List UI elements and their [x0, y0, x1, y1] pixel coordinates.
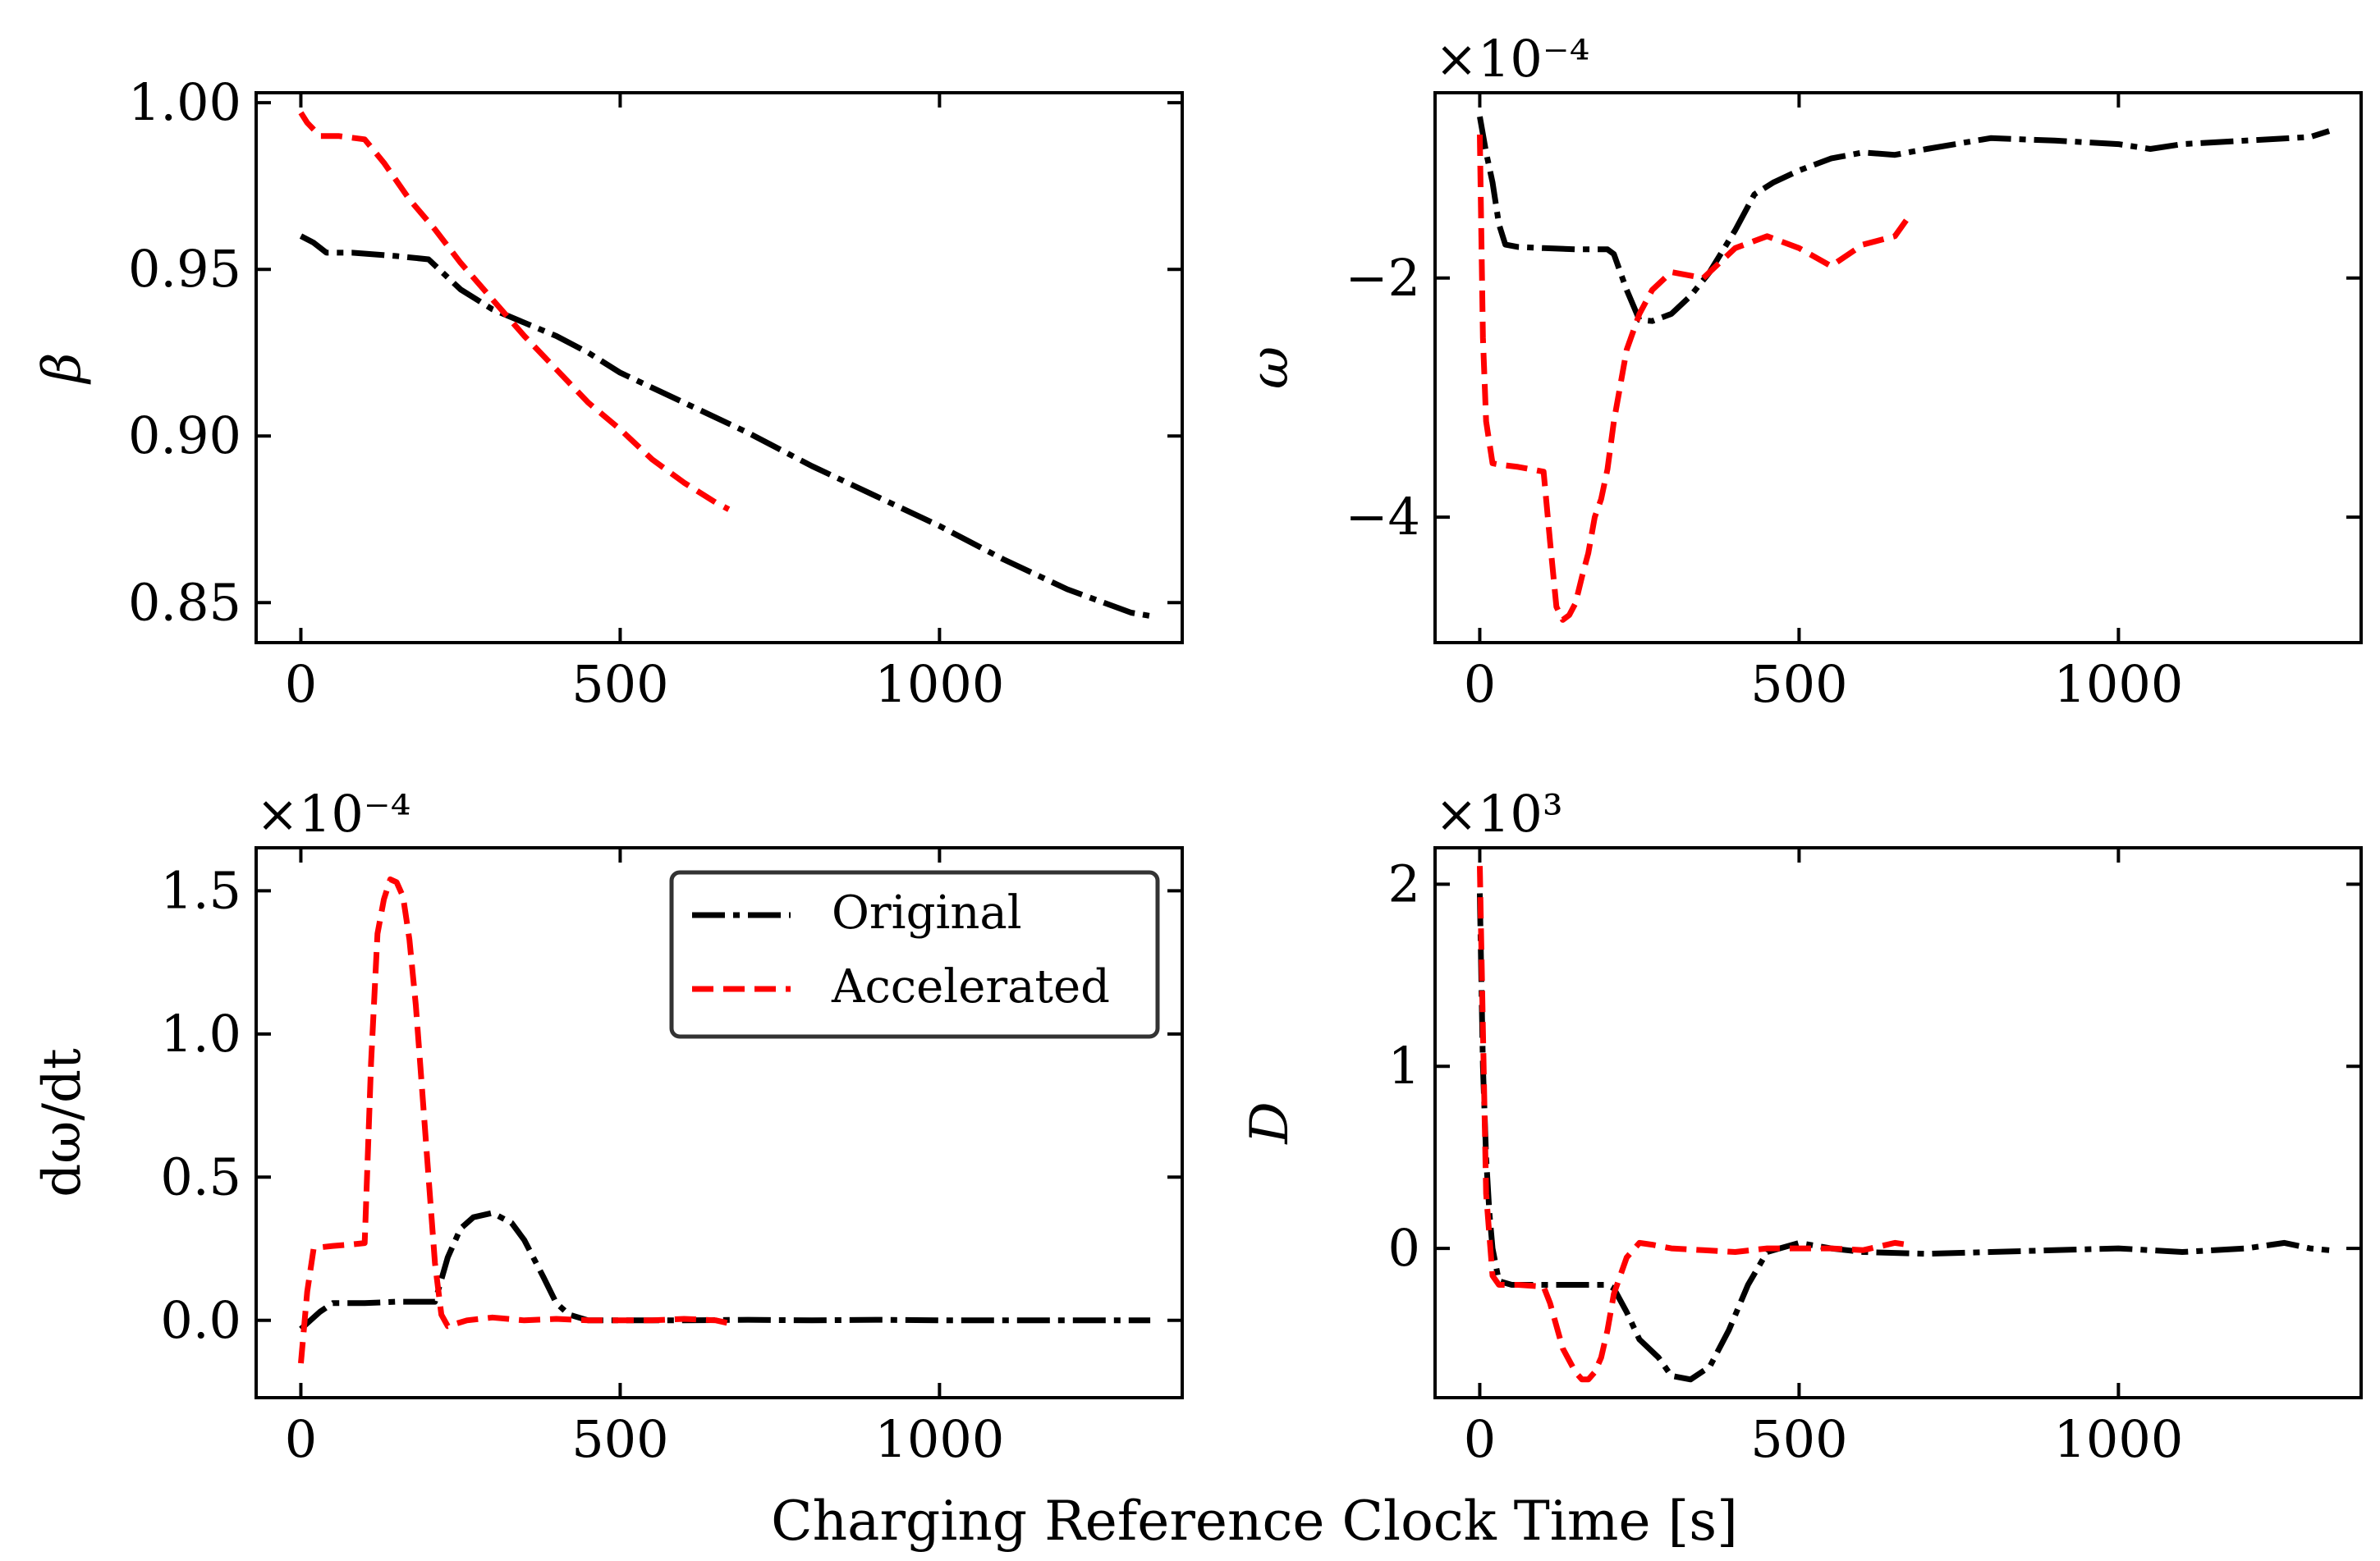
series-line-original	[1477, 116, 2331, 324]
x-tick-label: 1000	[874, 654, 1004, 714]
axes-frame	[255, 91, 1184, 644]
x-tick-label: 500	[571, 654, 668, 714]
legend-label-accelerated: Accelerated	[831, 960, 1110, 1014]
y-tick-label: 0.90	[128, 405, 241, 465]
y-axis-label: D	[1240, 1101, 1300, 1144]
y-tick-label: 1	[1388, 1036, 1420, 1096]
legend: Original Accelerated	[669, 870, 1160, 1039]
y-axis-label: dω/dt	[32, 1048, 93, 1197]
series-line-original	[1477, 893, 2330, 1383]
axes-frame	[255, 846, 1184, 1399]
y-tick-label: 0.5	[160, 1147, 241, 1206]
panel-3: 0 500 1000 0.0 0.5 1.0 1.5 dω/dt ×10⁻⁴	[32, 784, 1184, 1469]
x-tick-label: 1000	[874, 1409, 1004, 1469]
x-tick-label: 0	[1464, 654, 1496, 714]
panel-4: 0 500 1000 0 1 2 D ×10³	[1240, 784, 2363, 1469]
y-axis-label: β	[32, 353, 93, 385]
y-offset-label: ×10³	[1435, 784, 1563, 844]
series-line-accelerated	[298, 876, 730, 1364]
x-tick-label: 1000	[2053, 654, 2183, 714]
axes-frame	[1433, 91, 2363, 644]
y-tick-label: 0	[1388, 1218, 1420, 1278]
y-tick-label: 0.95	[128, 239, 241, 299]
y-tick-label: −4	[1346, 487, 1420, 547]
axes-frame	[1433, 846, 2363, 1399]
x-tick-label: 0	[285, 654, 317, 714]
y-tick-label: 0.0	[160, 1290, 241, 1350]
y-axis-label: ω	[1240, 346, 1300, 389]
figure-xlabel: Charging Reference Clock Time [s]	[771, 1490, 1738, 1553]
series-line-accelerated	[298, 111, 731, 512]
panel-2: 0 500 1000 −4 −2 ω ×10⁻⁴	[1240, 29, 2363, 714]
x-tick-label: 500	[571, 1409, 668, 1469]
series-line-accelerated	[1477, 866, 1909, 1383]
y-offset-label: ×10⁻⁴	[256, 784, 410, 844]
series-line-original	[299, 233, 1151, 619]
series-line-accelerated	[1477, 134, 1910, 623]
y-tick-label: 2	[1388, 854, 1420, 913]
legend-label-original: Original	[832, 886, 1022, 940]
legend-frame	[669, 870, 1160, 1039]
y-tick-label: −2	[1346, 248, 1420, 308]
x-tick-label: 0	[285, 1409, 317, 1469]
y-tick-label: 0.85	[128, 572, 241, 632]
x-tick-label: 1000	[2053, 1409, 2183, 1469]
y-tick-label: 1.00	[128, 72, 241, 132]
x-tick-label: 0	[1464, 1409, 1496, 1469]
panel-1: 0 500 1000 0.85 0.90 0.95 1.00 β	[32, 72, 1184, 714]
y-tick-label: 1.5	[160, 860, 241, 920]
y-tick-label: 1.0	[160, 1004, 241, 1064]
series-line-original	[299, 1210, 1151, 1331]
x-tick-label: 500	[1750, 654, 1847, 714]
y-offset-label: ×10⁻⁴	[1435, 29, 1589, 89]
x-tick-label: 500	[1750, 1409, 1847, 1469]
